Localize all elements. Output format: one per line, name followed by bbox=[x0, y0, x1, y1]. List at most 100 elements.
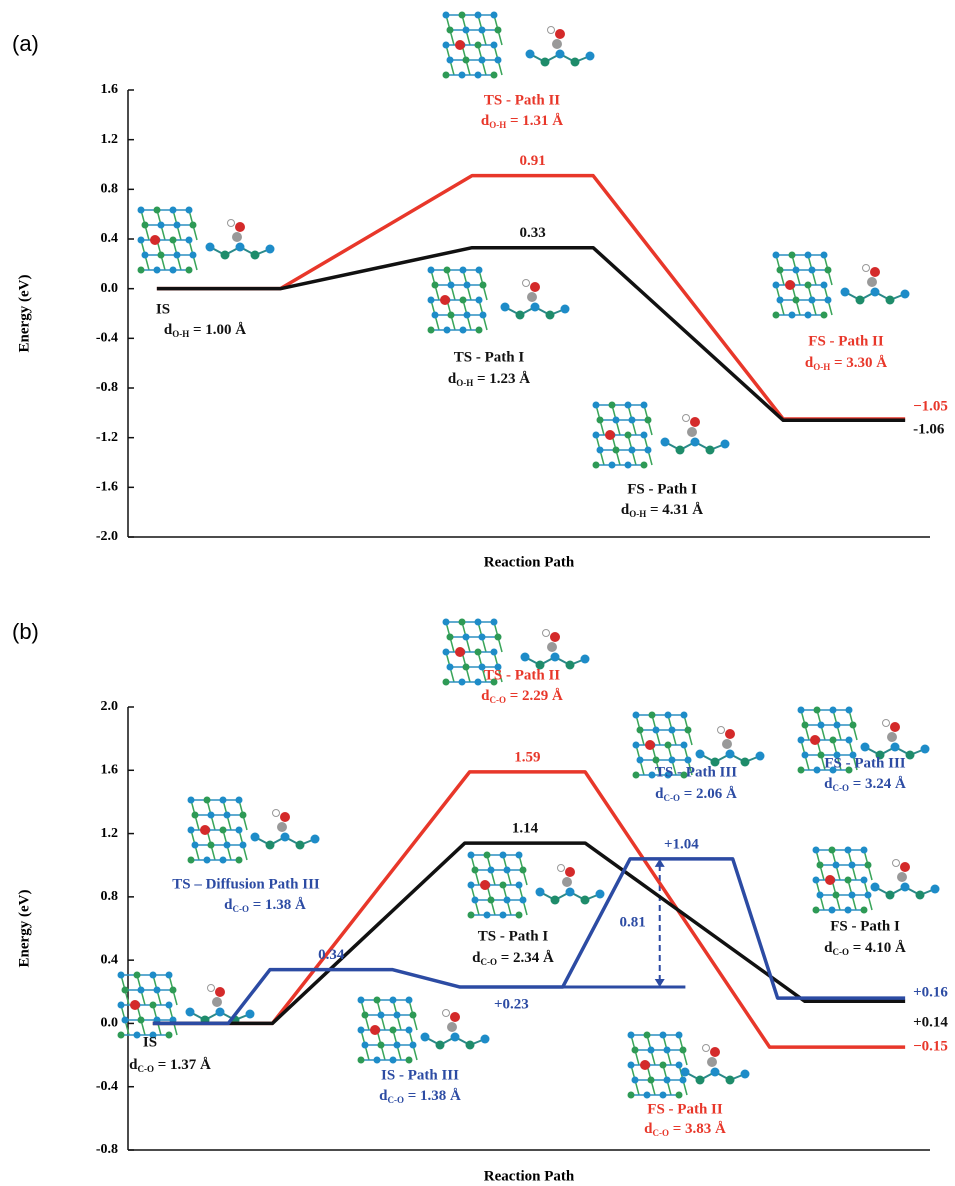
atom bbox=[191, 841, 199, 849]
structure-icon bbox=[187, 796, 320, 864]
state-label: TS - Path I bbox=[478, 928, 549, 944]
atom bbox=[520, 652, 530, 662]
atom bbox=[690, 417, 700, 427]
atom bbox=[659, 1091, 667, 1099]
atom bbox=[215, 987, 225, 997]
gap-label: 0.81 bbox=[619, 914, 645, 930]
atom bbox=[212, 997, 222, 1007]
atom bbox=[565, 867, 575, 877]
atom bbox=[189, 251, 197, 259]
distance-label: dO-H = 1.00 Å bbox=[164, 322, 246, 339]
atom bbox=[239, 841, 247, 849]
distance-subscript: O-H bbox=[629, 509, 646, 519]
atom bbox=[848, 861, 856, 869]
value-label: 0.91 bbox=[519, 153, 545, 169]
value-label: +0.16 bbox=[913, 985, 948, 1001]
atom bbox=[585, 51, 595, 61]
atom bbox=[450, 1012, 460, 1022]
atom bbox=[710, 757, 720, 767]
structure-icon bbox=[117, 971, 255, 1039]
atom bbox=[462, 56, 470, 64]
atom bbox=[679, 1076, 687, 1084]
atom bbox=[530, 282, 540, 292]
atom bbox=[500, 302, 510, 312]
distance-label: dO-H = 3.30 Å bbox=[805, 355, 887, 372]
distance-label: dC-O = 4.10 Å bbox=[824, 940, 906, 957]
atom bbox=[608, 401, 616, 409]
atom bbox=[844, 846, 852, 854]
atom bbox=[219, 796, 227, 804]
atom bbox=[545, 310, 555, 320]
y-tick-label: 0.4 bbox=[101, 231, 119, 246]
atom bbox=[562, 877, 572, 887]
atom bbox=[695, 1075, 705, 1085]
y-tick-label: -0.8 bbox=[96, 1142, 118, 1157]
atom bbox=[648, 771, 656, 779]
atom bbox=[905, 750, 915, 760]
atom bbox=[525, 49, 535, 59]
atom bbox=[848, 891, 856, 899]
atom bbox=[431, 281, 439, 289]
atom bbox=[810, 735, 820, 745]
y-tick-label: 0.0 bbox=[101, 281, 119, 296]
atom bbox=[595, 889, 605, 899]
energy-profile bbox=[156, 245, 906, 423]
atom bbox=[223, 841, 231, 849]
value-label: +1.04 bbox=[664, 836, 699, 852]
atom bbox=[185, 1007, 195, 1017]
atom bbox=[772, 311, 780, 319]
atom bbox=[389, 996, 397, 1004]
atom bbox=[480, 880, 490, 890]
value-label: 1.14 bbox=[512, 821, 539, 837]
distance-subscript: C-O bbox=[832, 947, 849, 957]
atom bbox=[117, 1001, 125, 1009]
atom bbox=[455, 40, 465, 50]
distance-label: dC-O = 3.24 Å bbox=[824, 776, 906, 793]
atom bbox=[540, 57, 550, 67]
value-label: 0.34 bbox=[318, 947, 345, 963]
atom bbox=[133, 1031, 141, 1039]
atom bbox=[446, 633, 454, 641]
distance-subscript: C-O bbox=[489, 695, 506, 705]
atom bbox=[393, 1041, 401, 1049]
atom bbox=[864, 891, 872, 899]
atom bbox=[462, 663, 470, 671]
atom bbox=[474, 618, 482, 626]
atom bbox=[203, 856, 211, 864]
distance-value: = 1.38 Å bbox=[404, 1088, 461, 1104]
distance-subscript: O-H bbox=[456, 378, 473, 388]
atom bbox=[824, 296, 832, 304]
atom bbox=[137, 1016, 145, 1024]
atom bbox=[377, 1041, 385, 1049]
atom bbox=[149, 1001, 157, 1009]
y-tick-label: 1.6 bbox=[101, 82, 119, 97]
atom bbox=[812, 846, 820, 854]
atom bbox=[235, 242, 245, 252]
atom bbox=[817, 751, 825, 759]
atom bbox=[675, 1091, 683, 1099]
structure-icon bbox=[357, 996, 490, 1064]
state-label: FS - Path II bbox=[647, 1101, 723, 1117]
atom bbox=[458, 618, 466, 626]
atom bbox=[185, 206, 193, 214]
arrow-head bbox=[654, 979, 665, 988]
atom bbox=[165, 1001, 173, 1009]
atom bbox=[169, 206, 177, 214]
atom bbox=[235, 826, 243, 834]
distance-label: dC-O = 2.29 Å bbox=[481, 688, 563, 705]
atom bbox=[295, 840, 305, 850]
atom bbox=[725, 1075, 735, 1085]
atom bbox=[885, 295, 895, 305]
atom bbox=[187, 796, 195, 804]
atom bbox=[636, 756, 644, 764]
atom bbox=[820, 281, 828, 289]
distance-symbol: d bbox=[824, 940, 833, 956]
atom bbox=[462, 633, 470, 641]
atom bbox=[265, 840, 275, 850]
atom bbox=[515, 911, 523, 919]
atom bbox=[555, 49, 565, 59]
atom bbox=[141, 251, 149, 259]
atom bbox=[627, 1061, 635, 1069]
distance-value: = 1.38 Å bbox=[249, 897, 306, 913]
atom bbox=[169, 266, 177, 274]
